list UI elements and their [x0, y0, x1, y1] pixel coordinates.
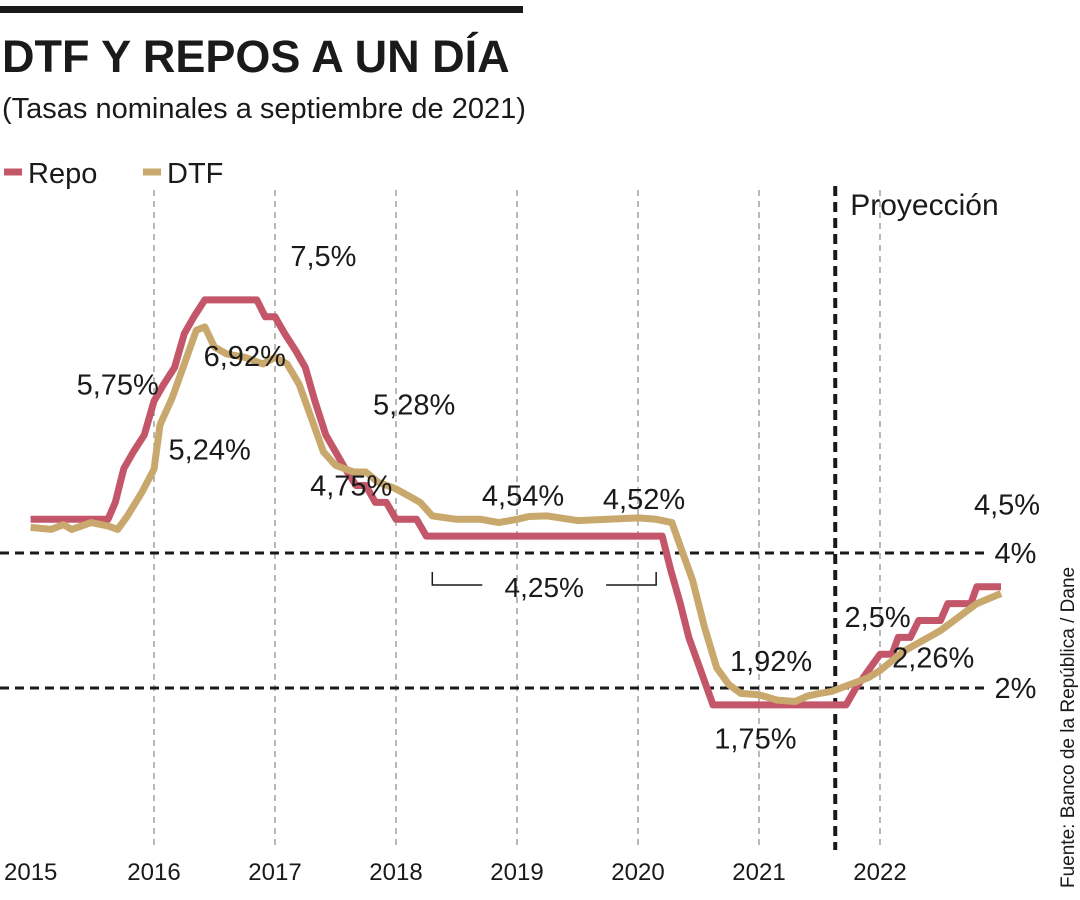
- legend: Repo DTF: [4, 158, 223, 190]
- x-tick-label: 2019: [490, 859, 543, 886]
- data-label: 4,54%: [482, 481, 564, 513]
- bracket-right-arm: [606, 572, 657, 586]
- data-label: 7,5%: [290, 241, 356, 273]
- data-label: 4,75%: [310, 471, 392, 503]
- data-label: 6,92%: [204, 341, 286, 373]
- data-label: 1,92%: [730, 646, 812, 678]
- data-label: 2%: [995, 673, 1037, 705]
- data-label: 2,5%: [845, 602, 911, 634]
- data-label: 5,24%: [169, 435, 251, 467]
- annotations: 7,5% 6,92% 5,75% 5,24% 5,28% 4,75% 4,54% 4,52% 1…: [77, 241, 1041, 756]
- title-bar-rule: [0, 6, 523, 13]
- data-label: 4%: [995, 538, 1037, 570]
- series-line-dtf: [30, 323, 1003, 705]
- x-tick-label: 2018: [369, 859, 422, 886]
- x-tick-label: 2020: [611, 859, 664, 886]
- legend-label-repo: Repo: [28, 158, 97, 190]
- data-label: 4,52%: [603, 484, 685, 516]
- chart-subtitle: (Tasas nominales a septiembre de 2021): [2, 93, 526, 125]
- series-layer: [30, 296, 1003, 709]
- projection-label: Proyección: [850, 189, 998, 222]
- data-label: 4,5%: [974, 489, 1040, 521]
- bracket-label: 4,25%: [505, 572, 584, 603]
- legend-label-dtf: DTF: [167, 158, 223, 190]
- x-tick-label: 2015: [4, 859, 57, 886]
- x-tick-label: 2017: [248, 859, 301, 886]
- data-label: 2,26%: [892, 643, 974, 675]
- reference-lines: [0, 551, 990, 690]
- x-tick-label: 2022: [853, 859, 906, 886]
- data-label: 1,75%: [714, 724, 796, 756]
- period-bracket: 4,25%: [431, 572, 657, 603]
- x-tick-label: 2016: [127, 859, 180, 886]
- series-line-repo: [30, 296, 1001, 709]
- chart-title: DTF Y REPOS A UN DÍA: [2, 31, 510, 82]
- data-label: 5,75%: [77, 369, 159, 401]
- source-note: Fuente: Banco de la República / Dane: [1058, 567, 1079, 888]
- x-tick-label: 2021: [732, 859, 785, 886]
- data-label: 5,28%: [373, 390, 455, 422]
- bracket-left-arm: [431, 572, 483, 586]
- x-axis-ticks: 2015 2016 2017 2018 2019 2020 2021 2022: [4, 859, 907, 886]
